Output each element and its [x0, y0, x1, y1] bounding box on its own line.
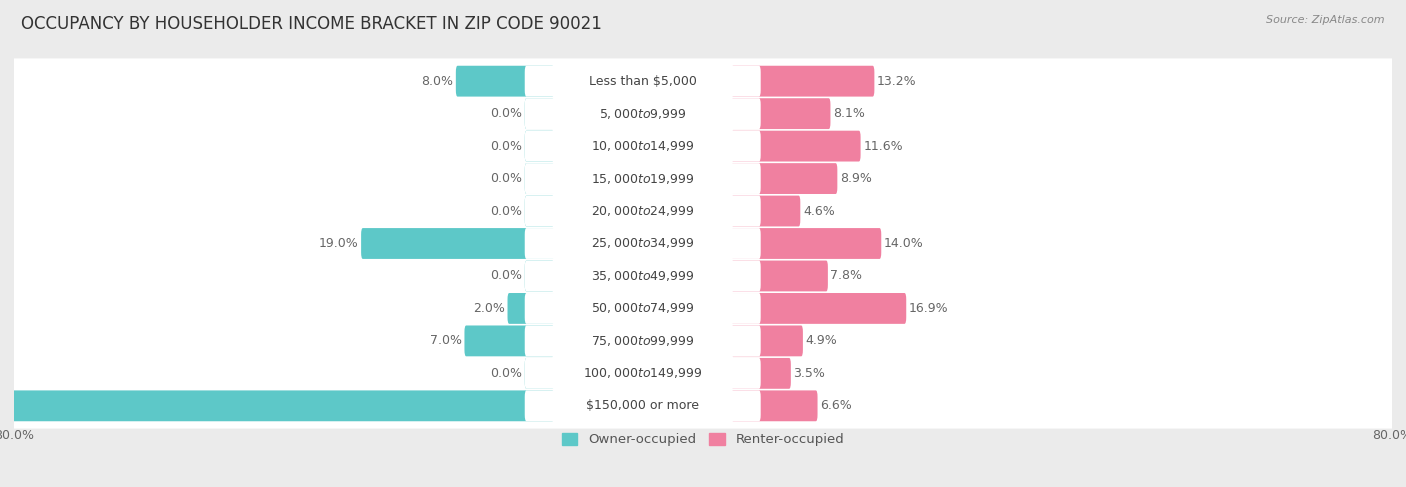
Text: $25,000 to $34,999: $25,000 to $34,999	[591, 237, 695, 250]
Text: 0.0%: 0.0%	[491, 269, 522, 282]
Text: 2.0%: 2.0%	[472, 302, 505, 315]
Text: OCCUPANCY BY HOUSEHOLDER INCOME BRACKET IN ZIP CODE 90021: OCCUPANCY BY HOUSEHOLDER INCOME BRACKET …	[21, 15, 602, 33]
FancyBboxPatch shape	[731, 98, 831, 129]
FancyBboxPatch shape	[731, 228, 882, 259]
FancyBboxPatch shape	[524, 261, 761, 291]
Text: $15,000 to $19,999: $15,000 to $19,999	[591, 171, 695, 186]
FancyBboxPatch shape	[524, 66, 761, 96]
Text: Less than $5,000: Less than $5,000	[589, 75, 696, 88]
FancyBboxPatch shape	[731, 131, 860, 162]
Text: 8.0%: 8.0%	[422, 75, 453, 88]
FancyBboxPatch shape	[524, 293, 761, 324]
FancyBboxPatch shape	[524, 163, 761, 194]
Text: 80.0%: 80.0%	[1372, 429, 1406, 442]
FancyBboxPatch shape	[524, 131, 761, 162]
Text: 0.0%: 0.0%	[491, 205, 522, 218]
FancyBboxPatch shape	[524, 228, 761, 259]
Text: 7.0%: 7.0%	[430, 335, 461, 347]
Text: $35,000 to $49,999: $35,000 to $49,999	[591, 269, 695, 283]
FancyBboxPatch shape	[731, 261, 828, 291]
FancyBboxPatch shape	[524, 261, 554, 291]
FancyBboxPatch shape	[456, 66, 554, 96]
FancyBboxPatch shape	[524, 98, 554, 129]
Text: 16.9%: 16.9%	[908, 302, 949, 315]
FancyBboxPatch shape	[3, 156, 1403, 201]
Text: $20,000 to $24,999: $20,000 to $24,999	[591, 204, 695, 218]
FancyBboxPatch shape	[3, 318, 1403, 364]
FancyBboxPatch shape	[524, 358, 554, 389]
Text: 3.5%: 3.5%	[793, 367, 825, 380]
FancyBboxPatch shape	[3, 221, 1403, 266]
FancyBboxPatch shape	[3, 351, 1403, 396]
FancyBboxPatch shape	[3, 253, 1403, 299]
FancyBboxPatch shape	[3, 286, 1403, 331]
FancyBboxPatch shape	[524, 98, 761, 129]
Legend: Owner-occupied, Renter-occupied: Owner-occupied, Renter-occupied	[557, 428, 849, 451]
Text: 0.0%: 0.0%	[491, 140, 522, 152]
Text: $10,000 to $14,999: $10,000 to $14,999	[591, 139, 695, 153]
Text: 11.6%: 11.6%	[863, 140, 903, 152]
FancyBboxPatch shape	[3, 383, 1403, 429]
Text: $5,000 to $9,999: $5,000 to $9,999	[599, 107, 686, 121]
FancyBboxPatch shape	[3, 123, 1403, 169]
FancyBboxPatch shape	[3, 188, 1403, 234]
FancyBboxPatch shape	[361, 228, 554, 259]
FancyBboxPatch shape	[731, 293, 907, 324]
Text: 80.0%: 80.0%	[0, 429, 34, 442]
FancyBboxPatch shape	[464, 325, 554, 356]
Text: 7.8%: 7.8%	[831, 269, 862, 282]
Text: $75,000 to $99,999: $75,000 to $99,999	[591, 334, 695, 348]
Text: 19.0%: 19.0%	[319, 237, 359, 250]
Text: 8.9%: 8.9%	[839, 172, 872, 185]
Text: 0.0%: 0.0%	[491, 172, 522, 185]
FancyBboxPatch shape	[731, 196, 800, 226]
Text: $100,000 to $149,999: $100,000 to $149,999	[583, 366, 703, 380]
Text: 0.0%: 0.0%	[491, 367, 522, 380]
FancyBboxPatch shape	[524, 358, 761, 389]
Text: 14.0%: 14.0%	[884, 237, 924, 250]
Text: 4.9%: 4.9%	[806, 335, 837, 347]
FancyBboxPatch shape	[524, 131, 554, 162]
FancyBboxPatch shape	[731, 391, 817, 421]
FancyBboxPatch shape	[3, 91, 1403, 136]
FancyBboxPatch shape	[731, 66, 875, 96]
FancyBboxPatch shape	[524, 163, 554, 194]
FancyBboxPatch shape	[524, 325, 761, 356]
FancyBboxPatch shape	[524, 391, 761, 421]
FancyBboxPatch shape	[508, 293, 554, 324]
FancyBboxPatch shape	[731, 325, 803, 356]
FancyBboxPatch shape	[3, 58, 1403, 104]
FancyBboxPatch shape	[524, 196, 554, 226]
Text: 8.1%: 8.1%	[832, 107, 865, 120]
Text: Source: ZipAtlas.com: Source: ZipAtlas.com	[1267, 15, 1385, 25]
FancyBboxPatch shape	[731, 358, 790, 389]
FancyBboxPatch shape	[0, 391, 554, 421]
FancyBboxPatch shape	[524, 196, 761, 226]
Text: $150,000 or more: $150,000 or more	[586, 399, 699, 412]
Text: 4.6%: 4.6%	[803, 205, 835, 218]
Text: 13.2%: 13.2%	[877, 75, 917, 88]
Text: 0.0%: 0.0%	[491, 107, 522, 120]
FancyBboxPatch shape	[731, 163, 838, 194]
Text: $50,000 to $74,999: $50,000 to $74,999	[591, 301, 695, 316]
Text: 6.6%: 6.6%	[820, 399, 852, 412]
